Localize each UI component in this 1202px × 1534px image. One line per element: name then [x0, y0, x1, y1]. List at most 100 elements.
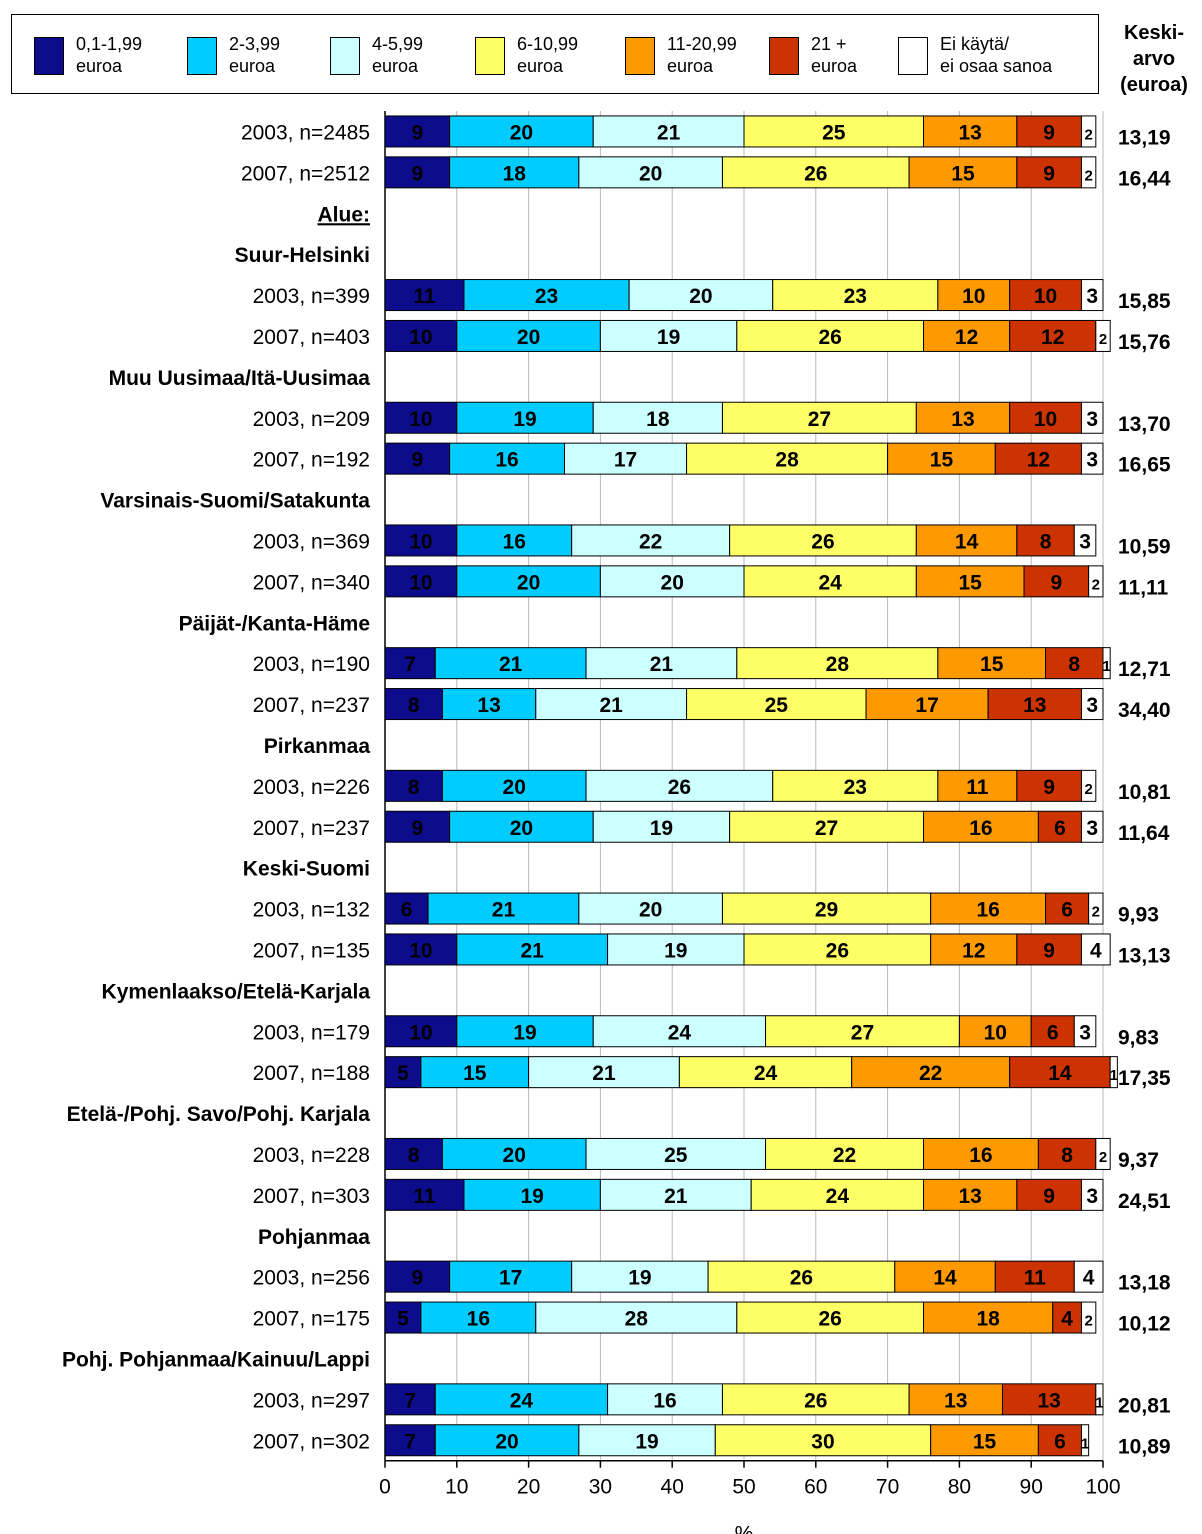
- data-label-1-0: 9: [411, 162, 423, 185]
- data-label-32-5: 6: [1054, 1430, 1066, 1453]
- bar-segment-1-0: [384, 156, 451, 189]
- data-label-22-3: 27: [851, 1021, 874, 1044]
- bar-segment-8-3: [686, 442, 889, 475]
- bar-segment-28-3: [707, 1260, 896, 1293]
- data-label-19-6: 2: [1092, 904, 1100, 921]
- data-label-23-0: 5: [397, 1062, 409, 1085]
- bar-segment-23-6: [1109, 1056, 1118, 1089]
- row-label-13: 2003, n=190: [253, 653, 370, 676]
- data-label-4-4: 10: [962, 285, 985, 308]
- bar-segment-22-5: [1030, 1015, 1075, 1048]
- data-label-11-5: 9: [1050, 571, 1062, 594]
- row-label-1: 2007, n=2512: [241, 162, 370, 185]
- bar-segment-11-4: [915, 565, 1025, 598]
- bar-segment-14-6: [1080, 688, 1104, 721]
- data-label-8-4: 15: [930, 449, 954, 472]
- data-label-32-6: 1: [1081, 1435, 1089, 1452]
- bar-segment-10-6: [1073, 524, 1097, 557]
- data-label-26-6: 3: [1086, 1185, 1098, 1208]
- data-label-32-0: 7: [404, 1430, 416, 1453]
- bar-segment-7-3: [721, 401, 917, 434]
- bar-segment-10-1: [456, 524, 573, 557]
- bar-segment-14-4: [865, 688, 989, 721]
- data-label-0-4: 13: [958, 121, 981, 144]
- bar-segment-11-3: [743, 565, 917, 598]
- bar-segment-32-1: [434, 1424, 580, 1457]
- data-label-19-0: 6: [401, 899, 413, 922]
- data-label-8-3: 28: [775, 449, 799, 472]
- data-label-4-2: 20: [689, 285, 712, 308]
- data-label-32-3: 30: [811, 1430, 834, 1453]
- bar-segment-31-1: [434, 1383, 609, 1416]
- data-label-29-1: 16: [467, 1308, 490, 1331]
- bar-segment-8-4: [887, 442, 996, 475]
- data-label-17-5: 6: [1054, 817, 1066, 840]
- data-label-20-2: 19: [664, 939, 687, 962]
- bar-segment-4-6: [1080, 279, 1104, 312]
- mean-value-5: 15,76: [1118, 331, 1171, 354]
- bar-segment-26-4: [923, 1178, 1018, 1211]
- data-label-10-5: 8: [1040, 530, 1052, 553]
- data-label-5-3: 26: [818, 326, 841, 349]
- bar-segment-5-5: [1009, 319, 1097, 352]
- bar-segment-14-0: [384, 688, 443, 721]
- group-heading-24: Etelä-/Pohj. Savo/Pohj. Karjala: [67, 1103, 371, 1126]
- data-label-4-0: 11: [413, 285, 436, 308]
- bar-segment-22-2: [592, 1015, 767, 1048]
- mean-value-13: 12,71: [1118, 658, 1171, 681]
- x-tick-label-20: 20: [517, 1476, 540, 1499]
- data-label-25-6: 2: [1099, 1149, 1107, 1166]
- bar-segment-8-6: [1080, 442, 1104, 475]
- data-label-26-3: 24: [826, 1185, 850, 1208]
- bar-segment-23-5: [1009, 1056, 1111, 1089]
- data-label-22-5: 6: [1047, 1021, 1059, 1044]
- bar-segment-32-0: [384, 1424, 436, 1457]
- data-label-20-6: 4: [1090, 939, 1102, 962]
- group-heading-27: Pohjanmaa: [258, 1226, 370, 1249]
- bar-segment-31-0: [384, 1383, 436, 1416]
- data-label-0-0: 9: [411, 121, 423, 144]
- data-label-7-1: 19: [513, 408, 536, 431]
- data-label-1-4: 15: [951, 162, 975, 185]
- row-label-8: 2007, n=192: [253, 449, 370, 472]
- bar-segment-13-2: [585, 647, 738, 680]
- row-label-4: 2003, n=399: [253, 285, 370, 308]
- bar-segment-19-2: [578, 892, 723, 925]
- bar-segment-31-4: [908, 1383, 1003, 1416]
- data-label-1-6: 2: [1084, 167, 1092, 184]
- data-label-31-2: 16: [653, 1389, 676, 1412]
- bar-segment-29-3: [736, 1301, 924, 1334]
- bar-segment-1-6: [1080, 156, 1097, 189]
- mean-value-14: 34,40: [1118, 699, 1171, 722]
- data-label-32-4: 15: [973, 1430, 997, 1453]
- data-label-14-3: 25: [765, 694, 789, 717]
- mean-value-19: 9,93: [1118, 904, 1159, 927]
- bar-segment-16-6: [1080, 769, 1097, 802]
- bar-segment-20-0: [384, 933, 458, 966]
- bar-segment-20-2: [607, 933, 745, 966]
- data-label-7-3: 27: [808, 408, 831, 431]
- bar-segment-13-4: [937, 647, 1047, 680]
- legend-label-4: 11-20,99 euroa: [667, 34, 737, 76]
- bar-segment-17-6: [1080, 810, 1104, 843]
- data-label-29-2: 28: [625, 1308, 649, 1331]
- bar-segment-11-6: [1088, 565, 1104, 598]
- data-label-19-1: 21: [492, 899, 516, 922]
- bar-segment-20-3: [743, 933, 932, 966]
- data-label-29-5: 4: [1061, 1308, 1073, 1331]
- data-label-22-1: 19: [513, 1021, 536, 1044]
- row-label-23: 2007, n=188: [253, 1062, 370, 1085]
- data-label-23-1: 15: [463, 1062, 487, 1085]
- bar-segment-10-3: [729, 524, 917, 557]
- group-heading-3: Suur-Helsinki: [235, 244, 370, 267]
- mean-value-17: 11,64: [1118, 822, 1170, 845]
- mean-value-16: 10,81: [1118, 781, 1171, 804]
- data-label-32-1: 20: [495, 1430, 518, 1453]
- data-label-11-6: 2: [1092, 576, 1100, 593]
- data-label-14-2: 21: [599, 694, 623, 717]
- row-label-29: 2007, n=175: [253, 1308, 370, 1331]
- data-label-13-0: 7: [404, 653, 416, 676]
- data-label-1-2: 20: [639, 162, 662, 185]
- mean-value-32: 10,89: [1118, 1435, 1171, 1458]
- row-label-28: 2003, n=256: [253, 1267, 370, 1290]
